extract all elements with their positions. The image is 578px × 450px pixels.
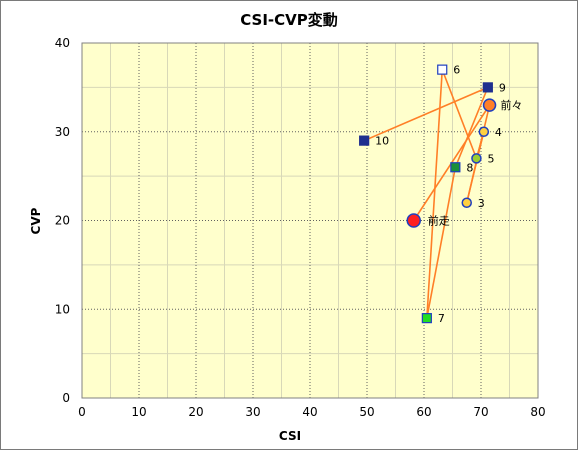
x-tick-label: 70 — [473, 405, 488, 419]
point-marker — [421, 313, 432, 324]
x-tick-label: 0 — [78, 405, 86, 419]
point-marker — [437, 64, 448, 75]
x-tick-label: 20 — [188, 405, 203, 419]
path-segment — [441, 69, 478, 159]
point-marker — [478, 126, 490, 137]
data-points — [359, 64, 497, 324]
point-labels: 前走 前々 3 45 6 7 8 9 10 — [375, 64, 522, 326]
point-label: 9 — [499, 81, 506, 94]
x-tick-label: 60 — [416, 405, 431, 419]
x-axis-ticks: 0 10 20 30 40 50 60 70 80 — [78, 405, 545, 419]
y-tick-label: 20 — [55, 214, 70, 228]
point-marker — [471, 153, 482, 164]
y-tick-label: 30 — [55, 125, 70, 139]
x-tick-label: 30 — [245, 405, 260, 419]
y-axis-ticks: 0 10 20 30 40 — [55, 36, 70, 405]
major-grid — [82, 43, 538, 398]
point-label: 8 — [466, 161, 473, 174]
x-tick-label: 50 — [359, 405, 374, 419]
point-label: 6 — [453, 64, 460, 77]
y-axis-title: CVP — [29, 207, 43, 234]
point-label: 4 — [495, 126, 502, 139]
point-marker — [461, 197, 472, 208]
path-segment — [426, 69, 444, 319]
point-marker — [450, 162, 461, 173]
point-marker — [482, 98, 497, 112]
path-segment — [426, 167, 457, 319]
x-axis-title: CSI — [279, 429, 301, 443]
path-segment — [454, 87, 489, 168]
y-tick-label: 10 — [55, 302, 70, 316]
point-marker — [406, 213, 421, 228]
point-label: 前々 — [501, 98, 523, 112]
y-tick-label: 0 — [62, 391, 70, 405]
x-tick-label: 10 — [131, 405, 146, 419]
point-label: 前走 — [428, 214, 450, 228]
x-tick-label: 40 — [302, 405, 317, 419]
y-tick-label: 40 — [55, 36, 70, 50]
x-tick-label: 80 — [530, 405, 545, 419]
point-label: 7 — [438, 312, 445, 325]
point-label: 3 — [478, 197, 485, 210]
point-marker — [359, 135, 370, 146]
chart-title: CSI-CVP変動 — [240, 11, 338, 29]
point-label: 10 — [375, 135, 389, 148]
plot-border — [81, 42, 539, 399]
path-segment — [363, 86, 489, 142]
point-marker — [482, 82, 493, 93]
point-label: 5 — [487, 152, 494, 165]
